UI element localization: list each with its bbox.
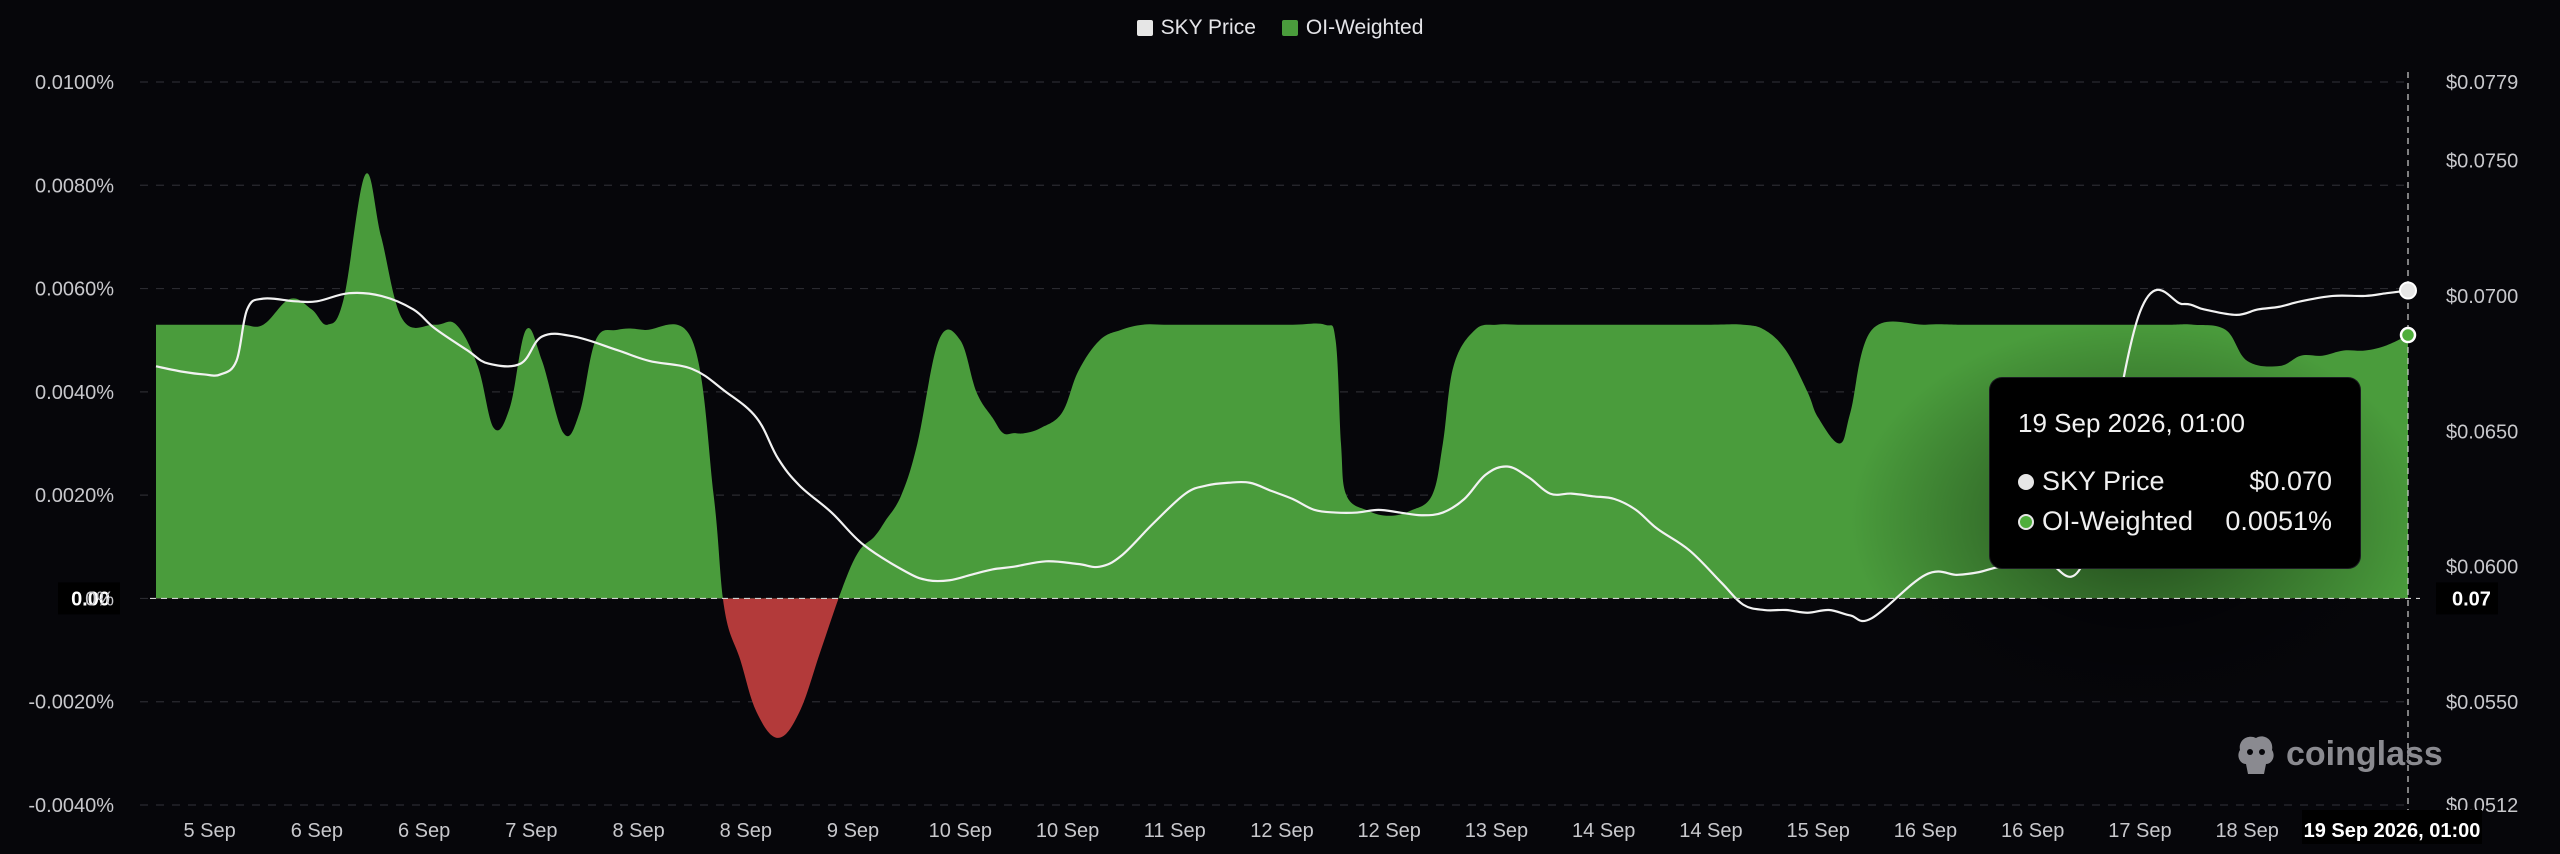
x-tick-label: 16 Sep xyxy=(2001,820,2064,842)
left-axis: 0.0100% 0.0080% 0.0060% 0.0040% 0.0020% 0% -0.… xyxy=(28,72,114,817)
x-tick-label: 14 Sep xyxy=(1679,820,1742,842)
x-tick-label: 14 Sep xyxy=(1572,820,1635,842)
tooltip-row-sky-price: SKY Price $0.070 xyxy=(2018,466,2332,497)
tooltip-value-oi-weighted: 0.0051% xyxy=(2225,506,2332,536)
right-tick-label: $0.0700 xyxy=(2446,286,2518,308)
x-tick-label: 12 Sep xyxy=(1250,820,1313,842)
legend-label-sky-price: SKY Price xyxy=(1160,16,1256,39)
x-tick-label: 18 Sep xyxy=(2215,820,2278,842)
right-tick-label: $0.0750 xyxy=(2446,151,2518,173)
tooltip-value-sky-price: $0.070 xyxy=(2249,466,2332,496)
x-tick-label: 11 Sep xyxy=(1144,820,1206,842)
x-tick-label: 8 Sep xyxy=(612,820,664,842)
left-tick-label: 0% xyxy=(85,588,114,610)
legend-swatch-sky-price xyxy=(1136,20,1153,36)
right-tick-label: $0.0600 xyxy=(2446,557,2518,579)
oi-marker xyxy=(2399,326,2417,344)
legend: SKY Price OI-Weighted xyxy=(0,16,2560,40)
left-tick-label: 0.0080% xyxy=(35,175,114,197)
left-tick-label: 0.0040% xyxy=(35,382,114,404)
x-tick-label: 17 Sep xyxy=(2108,820,2171,842)
x-tick-label: 6 Sep xyxy=(291,820,343,842)
x-tick-label: 6 Sep xyxy=(398,820,450,842)
left-tick-label: 0.0020% xyxy=(35,485,114,507)
x-tick-label: 10 Sep xyxy=(929,820,992,842)
legend-swatch-oi-weighted xyxy=(1281,20,1298,36)
right-tick-label: $0.0650 xyxy=(2446,421,2518,443)
x-tick-label: 7 Sep xyxy=(505,820,557,842)
x-tick-label: 19 Sep 2026, 01:00 xyxy=(2304,820,2481,842)
x-tick-label: 10 Sep xyxy=(1036,820,1099,842)
watermark-text: coinglass xyxy=(2286,734,2443,773)
crosshair: 0.00 0.07 xyxy=(58,72,2498,810)
x-tick-label: 15 Sep xyxy=(1786,820,1849,842)
price-marker xyxy=(2399,281,2417,300)
x-tick-label: 9 Sep xyxy=(827,820,879,842)
x-tick-label: 16 Sep xyxy=(1894,820,1957,842)
x-tick-label: 12 Sep xyxy=(1358,820,1421,842)
tooltip-title: 19 Sep 2026, 01:00 xyxy=(2018,408,2245,438)
coinglass-logo: coinglass xyxy=(2234,730,2443,778)
crosshair-right-badge xyxy=(2436,582,2498,615)
legend-item-oi-weighted[interactable]: OI-Weighted xyxy=(1281,16,1424,40)
oi-positive-area xyxy=(156,173,2408,599)
tooltip-label-sky-price: SKY Price xyxy=(2042,466,2165,496)
left-tick-label: 0.0100% xyxy=(35,72,114,94)
right-axis: $0.0779 $0.0750 $0.0700 $0.0650 $0.0600 $0.05… xyxy=(2446,72,2518,817)
tooltip: 19 Sep 2026, 01:00 SKY Price $0.070 OI-W… xyxy=(1990,378,2360,568)
tooltip-dot-sky-price xyxy=(2018,473,2034,490)
x-tick-label: 8 Sep xyxy=(720,820,772,842)
right-tick-label: $0.0550 xyxy=(2446,692,2518,714)
x-tick-label: 13 Sep xyxy=(1465,820,1528,842)
coinglass-icon xyxy=(2238,736,2274,774)
legend-label-oi-weighted: OI-Weighted xyxy=(1305,16,1424,39)
legend-item-sky-price[interactable]: SKY Price xyxy=(1136,16,1256,40)
crosshair-left-badge xyxy=(58,582,120,615)
x-tick-label: 5 Sep xyxy=(183,820,235,842)
left-tick-label: -0.0040% xyxy=(28,795,114,817)
tooltip-dot-oi-weighted xyxy=(2018,513,2034,530)
tooltip-row-oi-weighted: OI-Weighted 0.0051% xyxy=(2018,506,2332,537)
crosshair-right-label: 0.07 xyxy=(2452,588,2491,610)
x-label-highlight xyxy=(2302,810,2482,844)
tooltip-label-oi-weighted: OI-Weighted xyxy=(2042,506,2194,536)
x-axis: 5 Sep 6 Sep 6 Sep 7 Sep 8 Sep 8 Sep 9 Sep 10 Se… xyxy=(183,810,2482,844)
left-tick-label: 0.0060% xyxy=(35,279,114,301)
right-tick-label: $0.0779 xyxy=(2446,72,2518,94)
crosshair-left-label: 0.00 xyxy=(71,588,110,610)
left-tick-label: -0.0020% xyxy=(28,692,114,714)
